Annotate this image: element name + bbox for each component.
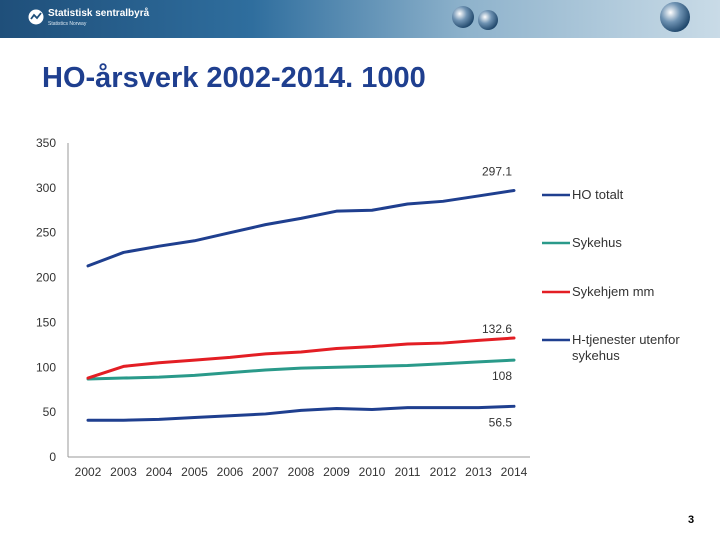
x-axis-ticks: 2002 2003 2004 2005 2006 2007 2008 2009 2010 2011… (75, 465, 528, 479)
legend-label: Sykehus (572, 235, 622, 250)
decorative-sphere-icon (478, 10, 498, 30)
header-banner: Statistisk sentralbyrå Statistics Norway (0, 0, 720, 38)
legend-label-line: HO totalt (572, 187, 624, 202)
y-axis-ticks: 0 50 100 150 200 250 300 350 (36, 136, 56, 464)
y-tick-label: 200 (36, 271, 56, 285)
series-lines (86, 188, 516, 422)
legend-label: H-tjenester utenfor sykehus (572, 332, 680, 363)
slide-number: 3 (688, 514, 695, 526)
org-subtitle: Statistics Norway (48, 21, 87, 27)
x-tick-label: 2010 (359, 465, 386, 479)
x-tick-label: 2013 (465, 465, 492, 479)
series-line-2 (86, 358, 516, 381)
end-value-label: 132.6 (482, 322, 512, 336)
series-line-4 (86, 404, 516, 422)
x-tick-label: 2002 (75, 465, 102, 479)
x-tick-label: 2007 (252, 465, 279, 479)
y-tick-label: 0 (49, 450, 56, 464)
org-name: Statistisk sentralbyrå (48, 8, 150, 19)
decorative-sphere-icon (660, 2, 690, 32)
legend-label-line: Sykehjem mm (572, 284, 654, 299)
legend-label-line: Sykehus (572, 235, 622, 250)
x-tick-label: 2014 (501, 465, 528, 479)
page-title: HO-årsverk 2002-2014. 1000 (42, 62, 426, 94)
y-tick-label: 250 (36, 226, 56, 240)
legend-label: HO totalt (572, 187, 624, 202)
y-tick-label: 300 (36, 181, 56, 195)
legend-label: Sykehjem mm (572, 284, 654, 299)
ssb-logo-icon (28, 9, 44, 25)
x-tick-label: 2008 (288, 465, 315, 479)
legend-label-line: sykehus (572, 348, 620, 363)
x-tick-label: 2012 (430, 465, 457, 479)
y-tick-label: 100 (36, 360, 56, 374)
decorative-sphere-icon (452, 6, 474, 28)
end-value-label: 56.5 (489, 415, 513, 429)
legend-label-line: H-tjenester utenfor (572, 332, 680, 347)
chart-legend: HO totalt Sykehus Sykehjem mm H-tjenester u… (542, 187, 680, 363)
series-line-1 (86, 188, 516, 268)
x-tick-label: 2004 (146, 465, 173, 479)
x-tick-label: 2011 (395, 465, 421, 479)
end-value-labels: 297.1 108 132.6 56.5 (482, 164, 512, 429)
y-tick-label: 50 (43, 405, 57, 419)
end-value-label: 108 (492, 369, 512, 383)
y-tick-label: 150 (36, 315, 56, 329)
x-tick-label: 2003 (110, 465, 137, 479)
chart-axes (67, 143, 530, 458)
y-tick-label: 350 (36, 136, 56, 150)
end-value-label: 297.1 (482, 164, 512, 178)
series-line-3 (86, 336, 516, 380)
x-tick-label: 2009 (323, 465, 350, 479)
x-tick-label: 2006 (217, 465, 244, 479)
x-tick-label: 2005 (181, 465, 208, 479)
